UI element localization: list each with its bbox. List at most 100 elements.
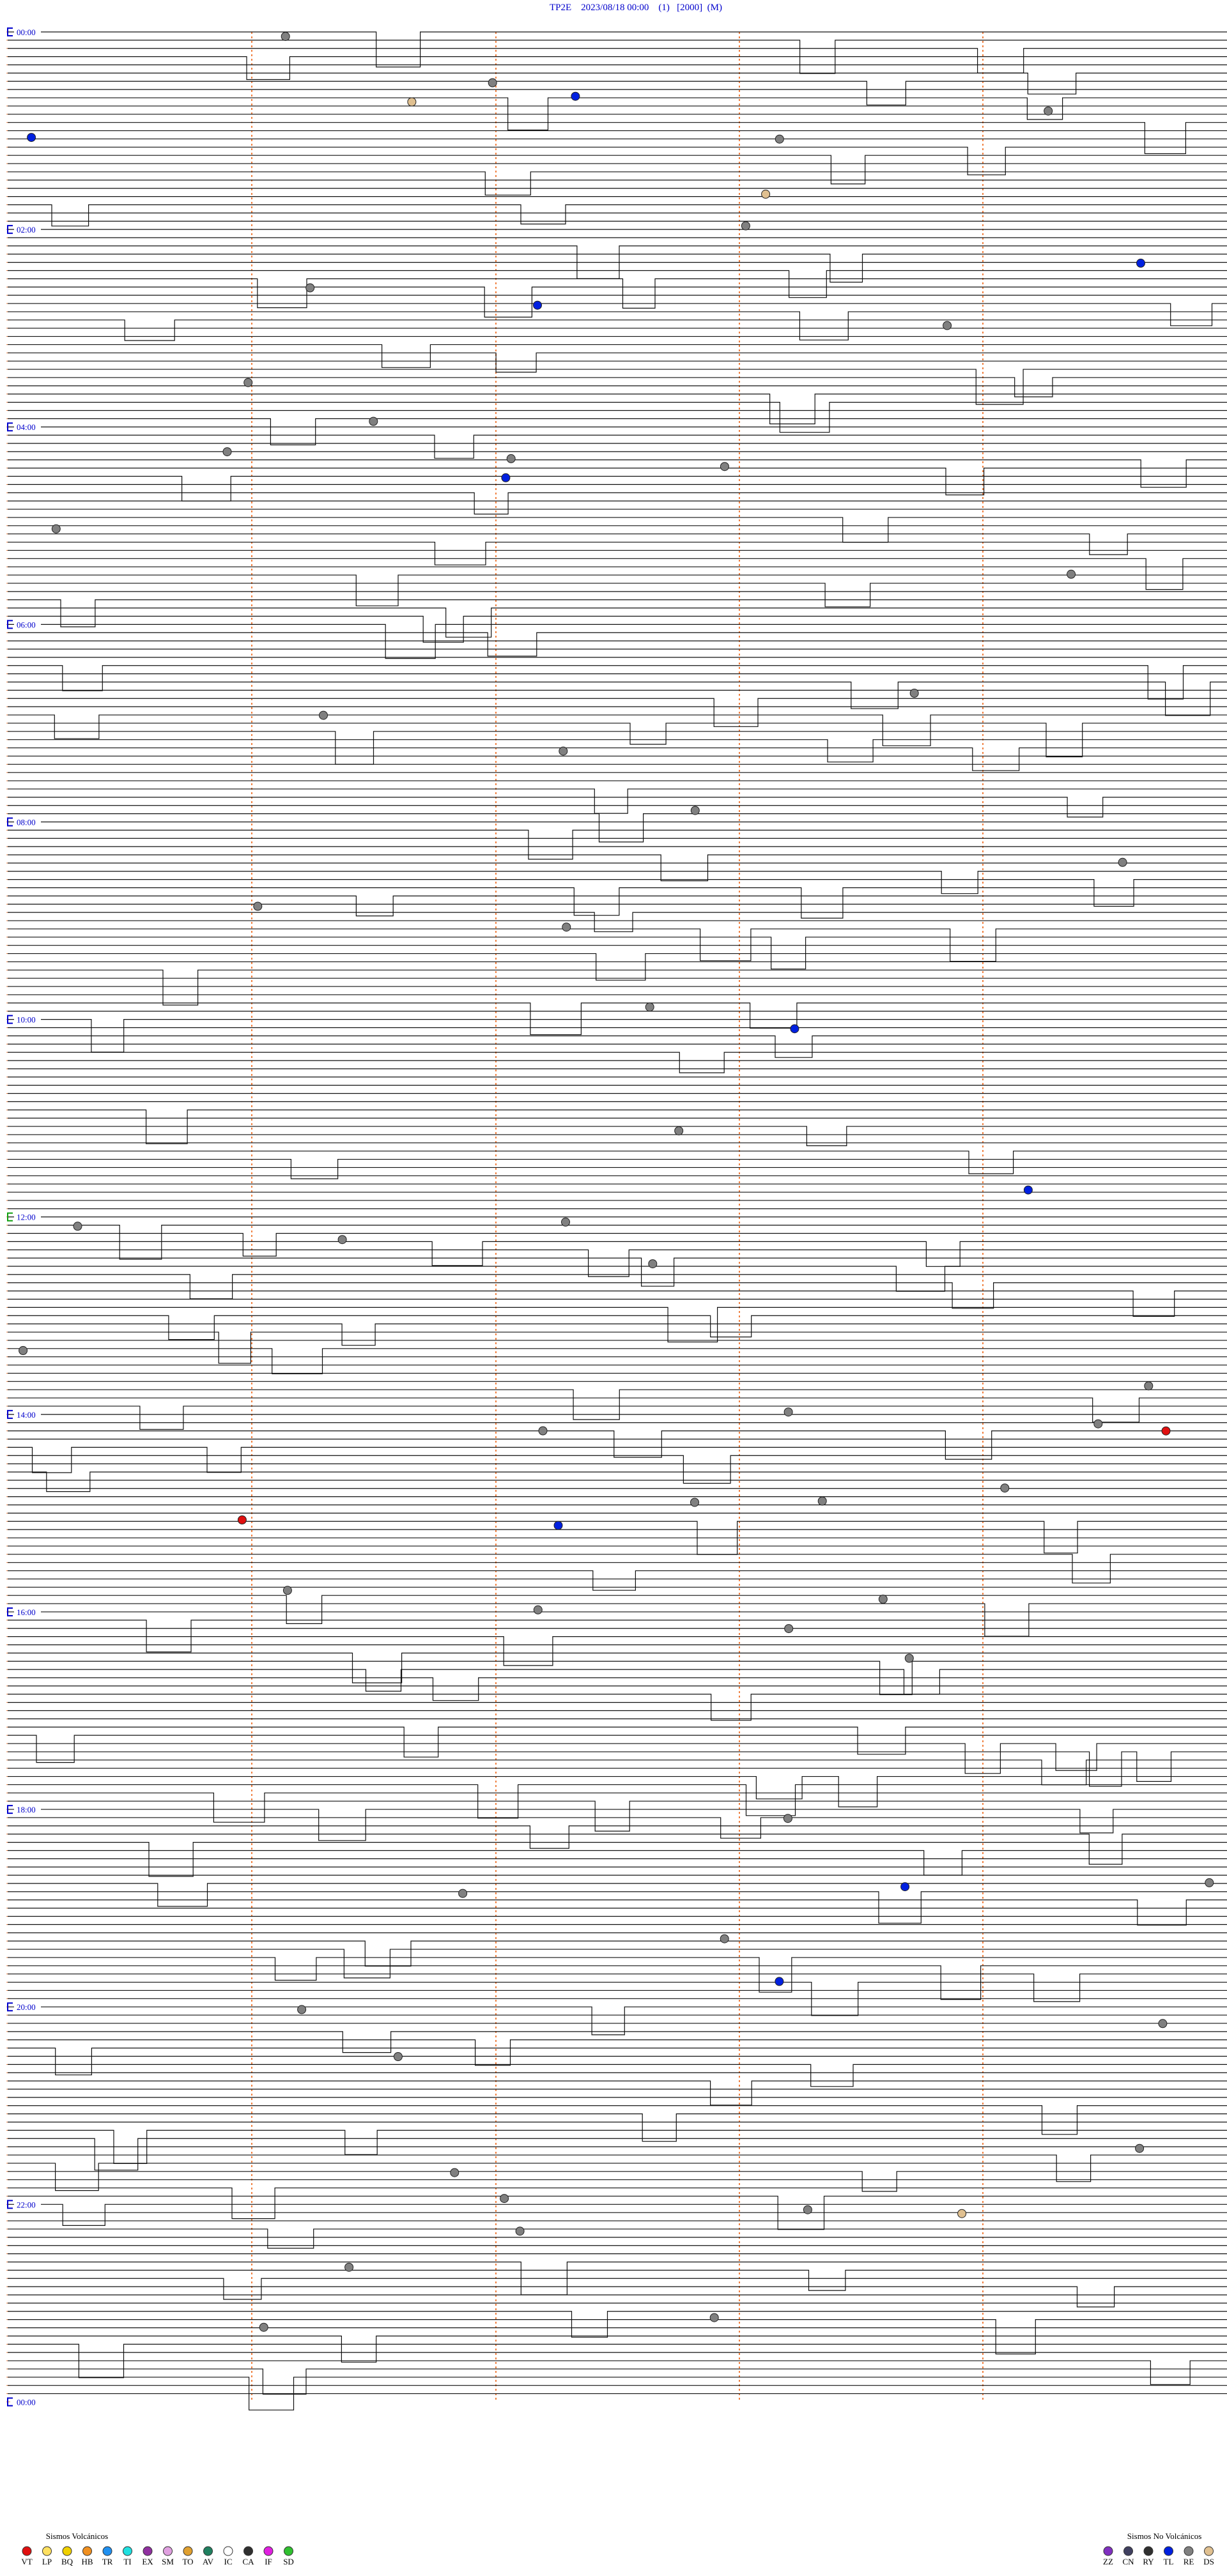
trace-line [8,418,1227,445]
trace-line [8,146,1227,176]
hour-bracket [7,2397,13,2407]
trace-line [8,1751,1227,1787]
trace-line [8,1809,1227,1841]
trace-line [8,1158,1227,1179]
event-marker [909,689,919,698]
label-bg [14,1409,41,1420]
event-marker [803,2205,812,2214]
event-marker [720,462,729,471]
traces [8,31,1227,2411]
time-label: 12:00 [17,1213,36,1222]
trace-line [8,887,1227,919]
event-marker [533,1605,543,1614]
event-marker [243,378,253,387]
trace-line [8,2105,1227,2135]
time-label: 00:00 [17,27,36,37]
hour-bracket [7,620,13,629]
trace-line [8,533,1227,555]
label-bg [14,1804,41,1815]
legend-swatch [1184,2546,1194,2556]
event-marker [775,1977,784,1986]
trace-line [8,517,1227,543]
trace-line [8,2228,1227,2249]
trace-line [8,1002,1227,1036]
label-bg [14,422,41,433]
trace-line [8,155,1227,185]
trace-line [8,665,1227,700]
label-bg [14,816,41,827]
legend-code: TR [102,2557,113,2566]
trace-line [8,1406,1227,1430]
time-label: 16:00 [17,1607,36,1617]
event-marker [790,1024,799,1034]
event-marker [648,1259,658,1269]
time-label: 18:00 [17,1805,36,1814]
hour-bracket [7,817,13,827]
trace-line [8,1775,1227,1807]
event-marker [559,746,568,756]
trace-line [8,2163,1227,2191]
trace-line [8,854,1227,882]
trace-line [8,2360,1227,2385]
trace-line [8,895,1227,917]
event-marker [1205,1878,1214,1887]
trace-line [8,1315,1227,1340]
trace-line [8,969,1227,1006]
legend-swatch [42,2546,52,2556]
trace-line [8,813,1227,843]
trace-line [8,583,1227,608]
trace-line [8,599,1227,627]
event-marker [1023,1185,1033,1195]
legend-code: CN [1122,2557,1134,2566]
trace-line [8,475,1227,502]
trace-line [8,468,1227,496]
legend-swatch [203,2546,213,2556]
trace-line [8,1759,1227,1786]
event-marker [943,321,952,330]
trace-line [8,31,1227,68]
trace-line [8,829,1227,860]
trace-line [8,1430,1227,1460]
legend-swatch [62,2546,72,2556]
legend-swatch [1204,2546,1214,2556]
event-marker [783,1407,793,1417]
hour-bracket [7,1805,13,1814]
legend-code: RE [1184,2557,1194,2566]
trace-line [8,1266,1227,1292]
legend-title: Sismos No Volcánicos [1127,2531,1202,2541]
event-marker [51,524,61,533]
trace-line [8,698,1227,727]
time-label: 08:00 [17,817,36,827]
trace-line [8,434,1227,459]
event-marker [281,32,290,41]
event-marker [222,447,232,457]
legend-swatch [223,2546,233,2556]
trace-line [8,311,1227,341]
trace-line [8,2368,1227,2395]
event-marker [533,300,542,310]
trace-line [8,1957,1227,1993]
event-marker [73,1222,82,1231]
trace-line [8,270,1227,298]
trace-line [8,303,1227,326]
event-marker [237,1515,247,1524]
label-bg [14,1606,41,1617]
trace-line [8,1825,1227,1849]
label-bg [14,2199,41,2210]
trace-line [8,574,1227,606]
trace-line [8,1620,1227,1653]
legend-code: TO [182,2557,193,2566]
trace-line [8,2195,1227,2230]
trace-line [8,1743,1227,1774]
trace-line [8,204,1227,227]
trace-line [8,2377,1227,2411]
trace-line [8,344,1227,368]
trace-line [8,1282,1227,1309]
trace-line [8,714,1227,746]
trace-line [8,1446,1227,1473]
trace-line [8,1126,1227,1146]
trace-line [8,541,1227,565]
event-marker [27,133,36,142]
time-label: 10:00 [17,1015,36,1025]
legend-code: SD [283,2557,294,2566]
